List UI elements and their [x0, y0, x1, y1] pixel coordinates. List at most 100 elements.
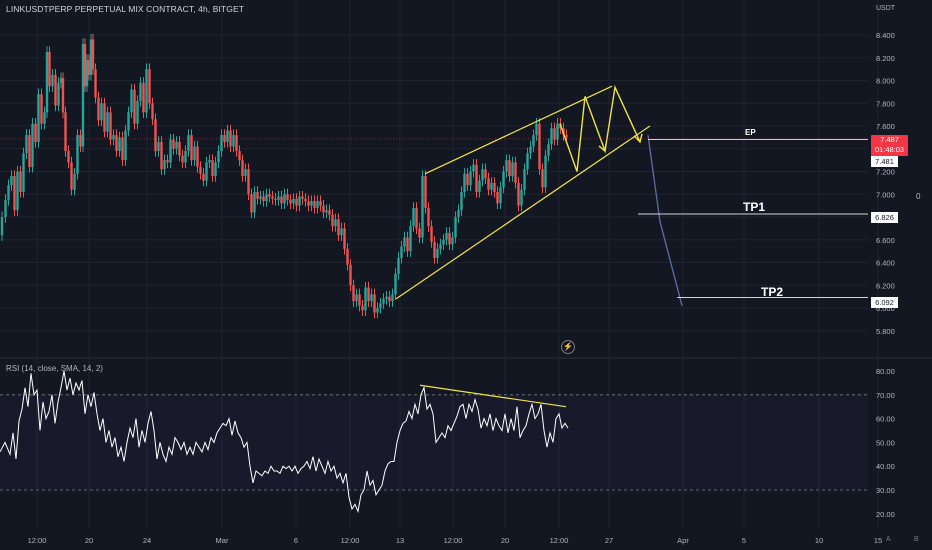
candle-body — [76, 135, 79, 174]
candle-body — [190, 135, 193, 161]
channel-upper-line — [424, 85, 613, 175]
candle-body — [142, 82, 145, 113]
candle-body — [13, 176, 16, 211]
candle-body — [208, 160, 211, 163]
candle-body — [484, 169, 487, 179]
candle-body — [481, 169, 484, 181]
candle-body — [331, 214, 334, 227]
candle-body — [223, 135, 226, 142]
rsi-tick-label: 20.00 — [876, 510, 895, 519]
candle-body — [10, 176, 13, 186]
candle-body — [121, 137, 124, 161]
candle-body — [442, 239, 445, 245]
candle-body — [187, 135, 190, 152]
time-tick-label: 5 — [742, 536, 746, 545]
candle-body — [352, 285, 355, 302]
candle-body — [370, 294, 373, 302]
auto-scale-button[interactable]: A — [886, 536, 891, 543]
candle-body — [217, 151, 220, 163]
candle-body — [241, 160, 244, 177]
candle-body — [262, 196, 265, 202]
time-tick-label: 12:00 — [550, 536, 569, 545]
candle-body — [424, 176, 427, 208]
candle-body — [157, 141, 160, 152]
candle-body — [508, 160, 511, 177]
lightning-icon[interactable]: ⚡ — [561, 340, 575, 354]
price-tick-label: 6.200 — [876, 281, 895, 290]
candle-body — [89, 39, 93, 75]
candle-body — [529, 146, 532, 154]
current-price-value: 7.487 — [880, 135, 899, 144]
candle-body — [307, 201, 310, 206]
candle-body — [337, 219, 340, 236]
candle-body — [226, 130, 229, 142]
candle-body — [172, 139, 175, 149]
price-tick-label: 6.000 — [876, 304, 895, 313]
candle-body — [310, 201, 313, 206]
candle-body — [451, 237, 454, 245]
rsi-tick-label: 30.00 — [876, 486, 895, 495]
candle-body — [57, 82, 60, 106]
rsi-divergence-line — [419, 384, 567, 408]
time-tick-label: Mar — [216, 536, 229, 545]
price-tick-label: 8.200 — [876, 54, 895, 63]
candle-body — [298, 196, 301, 206]
price-tick-label: 8.000 — [876, 77, 895, 86]
rsi-pane: 80.00 70.00 60.00 50.00 40.00 30.00 20.00 — [0, 367, 895, 519]
candle-body — [406, 237, 409, 252]
candle-body — [265, 194, 268, 202]
candle-body — [373, 294, 376, 313]
candle-body — [499, 187, 502, 204]
price-tick-label: 7.600 — [876, 122, 895, 131]
rsi-tick-label: 70.00 — [876, 391, 895, 400]
candle-body — [304, 198, 307, 202]
candle-body — [400, 246, 403, 258]
candle-body — [313, 201, 316, 208]
candle-body — [259, 196, 262, 199]
rsi-indicator-label[interactable]: RSI (14, close, SMA, 14, 2) — [6, 364, 103, 373]
candle-body — [22, 153, 25, 192]
ep-price-tag: 7.481 — [871, 156, 898, 167]
candle-body — [175, 141, 178, 149]
candle-body — [232, 135, 235, 147]
candle-body — [340, 228, 343, 236]
candle-body — [85, 60, 89, 87]
current-price-badge: 7.487 01:48:03 — [871, 135, 908, 156]
candle-body — [418, 228, 421, 238]
candle-body — [463, 173, 466, 192]
currency-label: USDT — [876, 5, 896, 12]
price-tick-label: 7.800 — [876, 99, 895, 108]
price-tick-label: 7.000 — [876, 190, 895, 199]
candle-body — [343, 228, 346, 249]
time-tick-label: 10 — [815, 536, 823, 545]
candle-body — [145, 69, 148, 113]
candle-body — [403, 237, 406, 247]
candle-body — [478, 180, 481, 192]
candle-body — [193, 146, 196, 161]
candle-body — [40, 94, 43, 124]
candle-body — [502, 171, 505, 188]
candle-body — [280, 196, 283, 204]
chart-grid — [0, 0, 932, 528]
log-scale-button[interactable]: B — [914, 536, 919, 543]
candle-body — [106, 112, 109, 132]
tp1-price-tag: 6.826 — [871, 212, 898, 223]
candle-body — [544, 155, 547, 188]
time-tick-label: 13 — [396, 536, 404, 545]
candle-body — [115, 135, 118, 152]
pattern-drawings — [0, 84, 868, 306]
candle-body — [4, 199, 7, 217]
candle-body — [346, 248, 349, 265]
candle-body — [397, 257, 400, 274]
price-tick-label: 6.600 — [876, 236, 895, 245]
candle-body — [472, 164, 475, 172]
candle-body — [322, 205, 325, 213]
candle-body — [274, 198, 277, 200]
tp2-level-label: TP2 — [761, 285, 784, 299]
candle-body — [421, 176, 424, 238]
candle-body — [550, 128, 553, 145]
candle-body — [382, 298, 385, 304]
candle-body — [286, 194, 289, 200]
time-tick-label: 12:00 — [28, 536, 47, 545]
